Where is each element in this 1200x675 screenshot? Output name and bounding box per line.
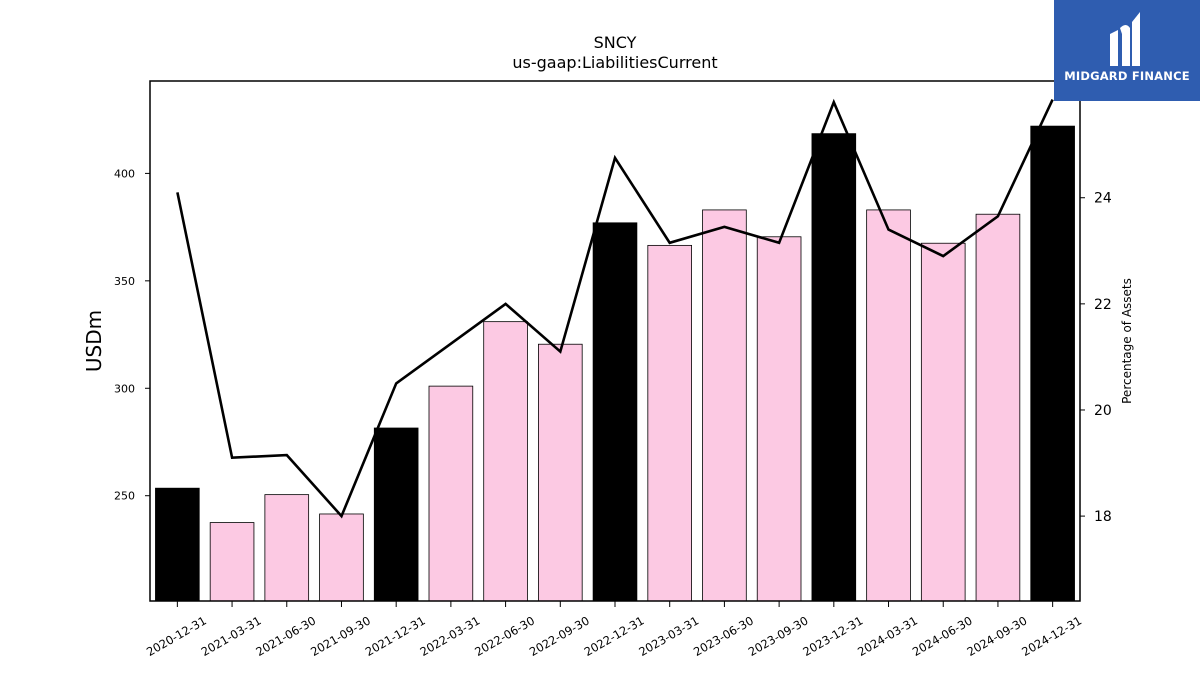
y2-tick-label: 22: [1094, 297, 1112, 313]
bars-group: [155, 125, 1075, 602]
y2-tick-label: 18: [1094, 509, 1112, 525]
x-tick-label: 2024-12-31: [1019, 613, 1084, 659]
x-tick-label: 2021-03-31: [199, 613, 264, 659]
x-tick-label: 2020-12-31: [144, 613, 209, 659]
y2-tick-label: 20: [1094, 403, 1112, 419]
line-group: [176, 98, 1054, 519]
bar-2023-06-30: [702, 209, 747, 602]
logo: MIDGARD FINANCE: [1054, 0, 1200, 101]
y-tick-label: 350: [114, 275, 135, 288]
percentage-line: [176, 98, 1054, 519]
x-tick-label: 2023-06-30: [691, 613, 756, 659]
bar-2024-06-30: [920, 242, 966, 602]
x-tick-label: 2021-06-30: [253, 613, 318, 659]
x-tick-label: 2022-06-30: [472, 613, 537, 659]
x-tick-label: 2021-09-30: [308, 613, 373, 659]
y-tick-label: 250: [114, 490, 135, 503]
x-tick-label: 2022-09-30: [527, 613, 592, 659]
bar-2021-06-30: [264, 494, 310, 602]
bar-2020-12-31: [155, 487, 200, 602]
x-tick-label: 2023-12-31: [800, 613, 865, 659]
y-axis-label: USDm: [82, 310, 106, 372]
bar-2021-03-31: [209, 522, 255, 602]
x-tick-label: 2024-06-30: [910, 613, 975, 659]
logo-text: MIDGARD FINANCE: [1064, 69, 1190, 83]
x-tick-label: 2024-09-30: [965, 613, 1030, 659]
bar-2021-09-30: [319, 513, 364, 602]
chart-title: SNCY: [594, 33, 637, 52]
y2-axis-ticks: 1820222426: [1080, 85, 1112, 525]
chart-subtitle: us-gaap:LiabilitiesCurrent: [512, 53, 717, 72]
x-tick-label: 2022-03-31: [417, 613, 482, 659]
x-tick-label: 2021-12-31: [363, 613, 428, 659]
bar-2023-03-31: [647, 244, 692, 602]
y-axis-ticks: 250 300 350 400: [114, 167, 150, 503]
y2-tick-label: 24: [1094, 191, 1112, 207]
bar-2024-12-31: [1030, 125, 1075, 602]
bar-2023-12-31: [811, 133, 857, 602]
x-tick-label: 2022-12-31: [582, 613, 647, 659]
bar-2023-09-30: [756, 236, 802, 602]
bar-2024-09-30: [975, 213, 1021, 602]
x-tick-label: 2024-03-31: [855, 613, 920, 659]
logo-icon: [1110, 12, 1140, 66]
x-axis-ticks: 2020-12-312021-03-312021-06-302021-09-30…: [144, 601, 1084, 659]
bar-2022-12-31: [592, 222, 638, 602]
x-tick-label: 2023-09-30: [746, 613, 811, 659]
bar-2022-09-30: [538, 343, 583, 602]
bar-2021-12-31: [373, 427, 419, 602]
bar-2024-03-31: [866, 209, 911, 602]
y-tick-label: 400: [114, 167, 135, 180]
bar-2022-03-31: [428, 385, 474, 602]
bar-2022-06-30: [483, 321, 528, 602]
y-tick-label: 300: [114, 382, 135, 395]
x-tick-label: 2023-03-31: [636, 613, 701, 659]
y2-axis-label: Percentage of Assets: [1120, 278, 1134, 404]
